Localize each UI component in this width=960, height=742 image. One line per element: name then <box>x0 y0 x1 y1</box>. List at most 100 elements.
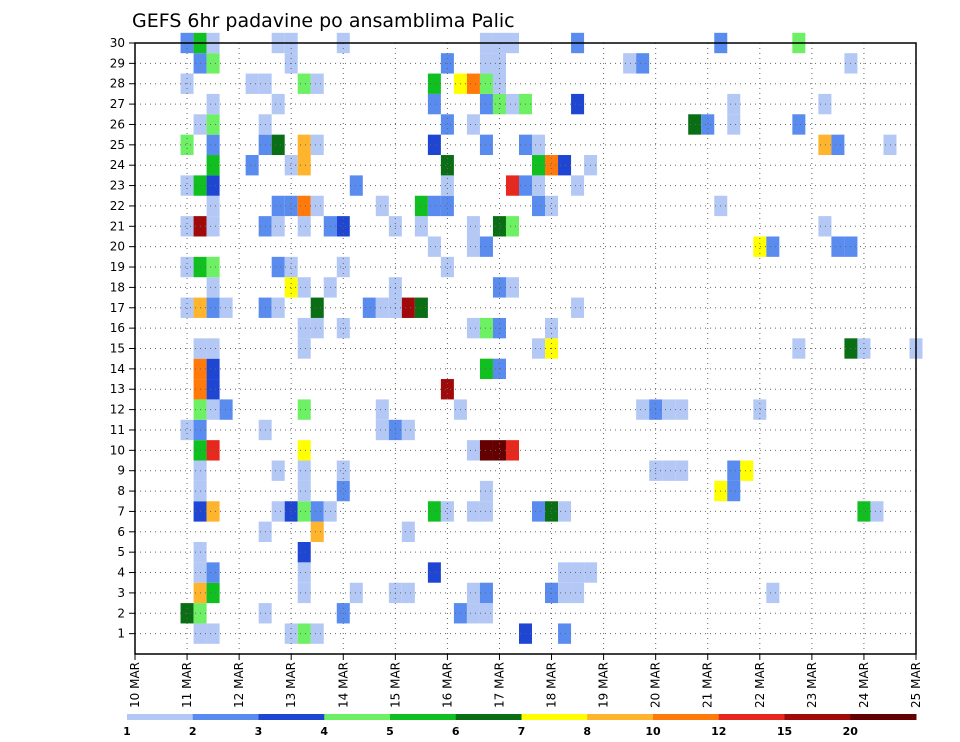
cell <box>297 440 311 461</box>
y-tick-label: 18 <box>110 280 125 294</box>
legend-swatch <box>455 714 522 720</box>
cell <box>466 440 480 461</box>
cell <box>310 195 324 217</box>
cell <box>427 195 441 217</box>
x-tick-label: 25 MAR <box>909 662 923 708</box>
cell <box>206 134 220 156</box>
y-tick-label: 3 <box>117 586 125 600</box>
cell <box>271 460 285 481</box>
cell <box>284 155 298 176</box>
y-tick-label: 13 <box>110 382 125 396</box>
cell <box>492 93 506 115</box>
cell <box>245 155 259 176</box>
cell <box>479 53 493 74</box>
y-tick-label: 5 <box>117 545 125 559</box>
cell <box>466 501 480 522</box>
cell <box>375 195 389 217</box>
cell <box>492 216 506 237</box>
y-tick-label: 9 <box>117 464 125 478</box>
cell <box>180 134 194 156</box>
cell <box>440 175 454 196</box>
cell <box>479 317 493 339</box>
cell <box>440 379 454 400</box>
cell <box>571 93 585 115</box>
legend-label: 15 <box>777 725 792 738</box>
cell <box>219 399 233 420</box>
cell <box>206 582 220 604</box>
y-tick-label: 2 <box>117 606 125 620</box>
cell <box>336 216 350 237</box>
cell <box>571 175 585 196</box>
y-tick-label: 8 <box>117 484 125 498</box>
legend-label: 20 <box>843 725 859 738</box>
cell <box>466 73 480 94</box>
cell <box>558 501 572 522</box>
x-axis: 10 MAR 11 MAR 12 MAR 13 MAR 14 MAR 15 MAR 16 M… <box>128 654 923 708</box>
legend-swatch <box>324 714 391 720</box>
cell <box>271 216 285 237</box>
y-tick-label: 1 <box>117 627 125 641</box>
cell <box>297 216 311 237</box>
grid-layer <box>135 42 916 654</box>
x-tick-label: 16 MAR <box>440 662 454 708</box>
cell <box>427 93 441 115</box>
color-legend: 1 2 3 4 5 6 7 8 10 12 15 20 <box>123 714 917 738</box>
y-tick-label: 10 <box>110 443 125 457</box>
cell <box>545 155 559 176</box>
legend-label: 1 <box>123 725 131 738</box>
cell <box>206 623 220 644</box>
cell <box>297 277 311 298</box>
cell <box>571 562 585 583</box>
cell <box>414 297 428 318</box>
x-tick-label: 20 MAR <box>649 662 663 708</box>
cell <box>336 460 350 481</box>
cell <box>206 195 220 217</box>
y-tick-label: 25 <box>110 138 125 152</box>
cell <box>571 582 585 604</box>
cell <box>558 582 572 604</box>
cell <box>545 501 559 522</box>
cell <box>297 195 311 217</box>
cell <box>284 277 298 298</box>
cell <box>206 93 220 115</box>
cell <box>414 216 428 237</box>
y-tick-label: 11 <box>110 423 125 437</box>
cell <box>558 155 572 176</box>
cell <box>532 195 546 217</box>
y-tick-label: 12 <box>110 403 125 417</box>
y-tick-label: 22 <box>110 199 125 213</box>
cell <box>623 53 637 74</box>
cell <box>206 53 220 74</box>
cell <box>831 134 845 156</box>
y-tick-label: 16 <box>110 321 125 335</box>
legend-swatch <box>850 714 917 720</box>
cell <box>310 134 324 156</box>
cell <box>466 114 480 135</box>
x-tick-label: 14 MAR <box>336 662 350 708</box>
legend-label: 4 <box>320 725 328 738</box>
cell <box>740 460 754 481</box>
cell <box>766 236 780 257</box>
cell <box>297 73 311 94</box>
cell <box>297 155 311 176</box>
cell <box>297 338 311 359</box>
cell <box>206 297 220 318</box>
x-tick-label: 24 MAR <box>857 662 871 708</box>
cell <box>375 297 389 318</box>
cell <box>532 501 546 522</box>
x-tick-label: 18 MAR <box>545 662 559 708</box>
cell <box>349 175 363 196</box>
cell <box>219 297 233 318</box>
cell <box>427 501 441 522</box>
cell <box>206 562 220 583</box>
cell <box>362 297 376 318</box>
x-tick-label: 17 MAR <box>493 662 507 708</box>
cell <box>297 562 311 583</box>
cell <box>297 623 311 644</box>
cell <box>532 175 546 196</box>
cell <box>479 73 493 94</box>
legend-swatch <box>390 714 457 720</box>
cell <box>284 195 298 217</box>
y-tick-label: 17 <box>110 301 125 315</box>
y-tick-label: 19 <box>110 260 125 274</box>
